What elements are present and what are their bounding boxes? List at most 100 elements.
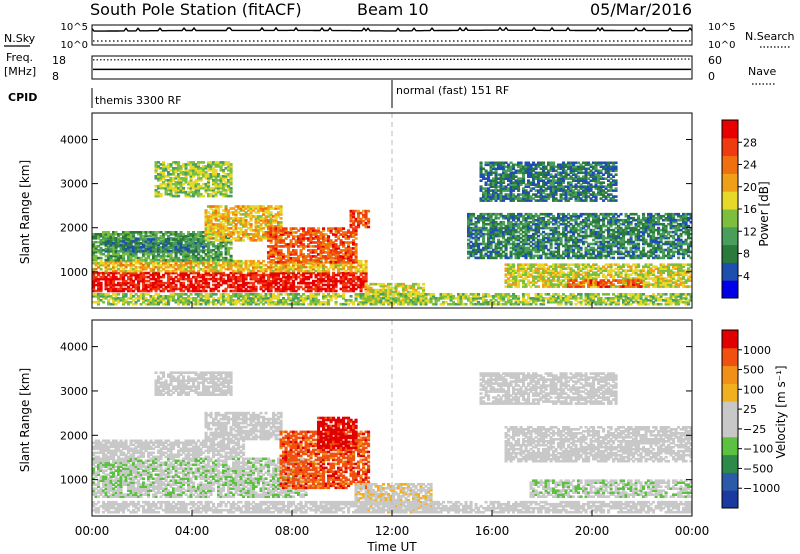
- heatmap-cell: [302, 231, 306, 234]
- heatmap-cell: [232, 229, 236, 232]
- heatmap-cell: [554, 220, 558, 224]
- heatmap-cell: [289, 245, 293, 248]
- heatmap-cell: [227, 261, 231, 265]
- heatmap-cell: [547, 234, 551, 238]
- heatmap-cell: [309, 229, 313, 232]
- heatmap-cell: [197, 261, 201, 265]
- heatmap-cell: [662, 226, 666, 230]
- heatmap-cell: [634, 224, 638, 228]
- heatmap-cell: [117, 235, 121, 238]
- heatmap-cell: [129, 277, 133, 281]
- heatmap-cell: [339, 287, 343, 291]
- heatmap-cell: [282, 289, 286, 293]
- heatmap-cell: [354, 227, 358, 230]
- heatmap-cell: [512, 236, 516, 240]
- heatmap-cell: [272, 273, 276, 277]
- heatmap-cell: [94, 235, 98, 238]
- heatmap-cell: [249, 261, 253, 265]
- heatmap-cell: [614, 218, 618, 222]
- heatmap-cell: [387, 282, 391, 286]
- heatmap-cell: [247, 285, 251, 289]
- heatmap-cell: [257, 263, 261, 267]
- heatmap-cell: [634, 234, 638, 238]
- heatmap-cell: [214, 283, 218, 287]
- heatmap-cell: [224, 213, 228, 216]
- heatmap-cell: [287, 285, 291, 289]
- heatmap-cell: [532, 232, 536, 236]
- heatmap-cell: [494, 242, 498, 246]
- heatmap-cell: [492, 234, 496, 238]
- heatmap-cell: [192, 287, 196, 291]
- heatmap-cell: [494, 212, 498, 216]
- heatmap-cell: [189, 188, 193, 192]
- heatmap-cell: [264, 281, 268, 285]
- heatmap-cell: [254, 267, 258, 271]
- heatmap-cell: [227, 246, 231, 250]
- heatmap-cell: [219, 235, 223, 238]
- heatmap-cell: [249, 289, 253, 293]
- heatmap-cell: [549, 256, 553, 260]
- heatmap-cell: [187, 233, 191, 236]
- heatmap-cell: [629, 242, 633, 246]
- heatmap-cell: [487, 214, 491, 218]
- heatmap-cell: [249, 287, 253, 291]
- heatmap-cell: [602, 248, 606, 252]
- heatmap-cell: [204, 225, 208, 228]
- heatmap-cell: [362, 213, 366, 217]
- heatmap-cell: [134, 271, 138, 275]
- heatmap-cell: [177, 165, 181, 168]
- heatmap-cell: [474, 244, 478, 248]
- heatmap-cell: [239, 219, 243, 222]
- heatmap-cell: [649, 254, 653, 258]
- heatmap-cell: [134, 259, 138, 263]
- heatmap-cell: [204, 182, 208, 186]
- heatmap-cell: [562, 250, 566, 254]
- heatmap-cell: [147, 275, 151, 279]
- heatmap-cell: [207, 269, 211, 273]
- heatmap-cell: [564, 246, 568, 250]
- heatmap-cell: [509, 242, 513, 246]
- heatmap-cell: [182, 182, 186, 186]
- heatmap-cell: [119, 244, 123, 247]
- heatmap-cell: [342, 227, 346, 230]
- heatmap-cell: [132, 271, 136, 275]
- heatmap-cell: [317, 261, 321, 264]
- heatmap-cell: [539, 256, 543, 260]
- heatmap-cell: [474, 220, 478, 224]
- heatmap-cell: [262, 259, 266, 263]
- heatmap-cell: [247, 267, 251, 271]
- heatmap-cell: [94, 246, 98, 250]
- heatmap-cell: [159, 259, 163, 263]
- heatmap-cell: [262, 289, 266, 293]
- heatmap-cell: [177, 258, 181, 262]
- heatmap-cell: [219, 225, 223, 228]
- heatmap-cell: [249, 223, 253, 226]
- heatmap-cell: [229, 221, 233, 224]
- heatmap-cell: [367, 217, 371, 221]
- heatmap-cell: [484, 232, 488, 236]
- heatmap-cell: [359, 261, 363, 265]
- heatmap-cell: [652, 248, 656, 252]
- heatmap-cell: [217, 225, 221, 228]
- heatmap-cell: [189, 190, 193, 194]
- heatmap-cell: [222, 240, 226, 244]
- heatmap-cell: [644, 254, 648, 258]
- heatmap-cell: [167, 254, 171, 258]
- heatmap-cell: [252, 235, 256, 238]
- heatmap-cell: [107, 248, 111, 251]
- heatmap-cell: [287, 245, 291, 248]
- heatmap-cell: [489, 228, 493, 232]
- heatmap-cell: [477, 228, 481, 232]
- heatmap-cell: [247, 223, 251, 226]
- heatmap-cell: [499, 230, 503, 234]
- heatmap-cell: [662, 222, 666, 226]
- heatmap-cell: [174, 261, 178, 265]
- heatmap-cell: [192, 267, 196, 271]
- heatmap-cell: [259, 207, 263, 210]
- heatmap-cell: [342, 281, 346, 285]
- heatmap-cell: [669, 240, 673, 244]
- heatmap-cell: [517, 236, 521, 240]
- heatmap-cell: [554, 222, 558, 226]
- heatmap-cell: [344, 273, 348, 277]
- heatmap-cell: [497, 244, 501, 248]
